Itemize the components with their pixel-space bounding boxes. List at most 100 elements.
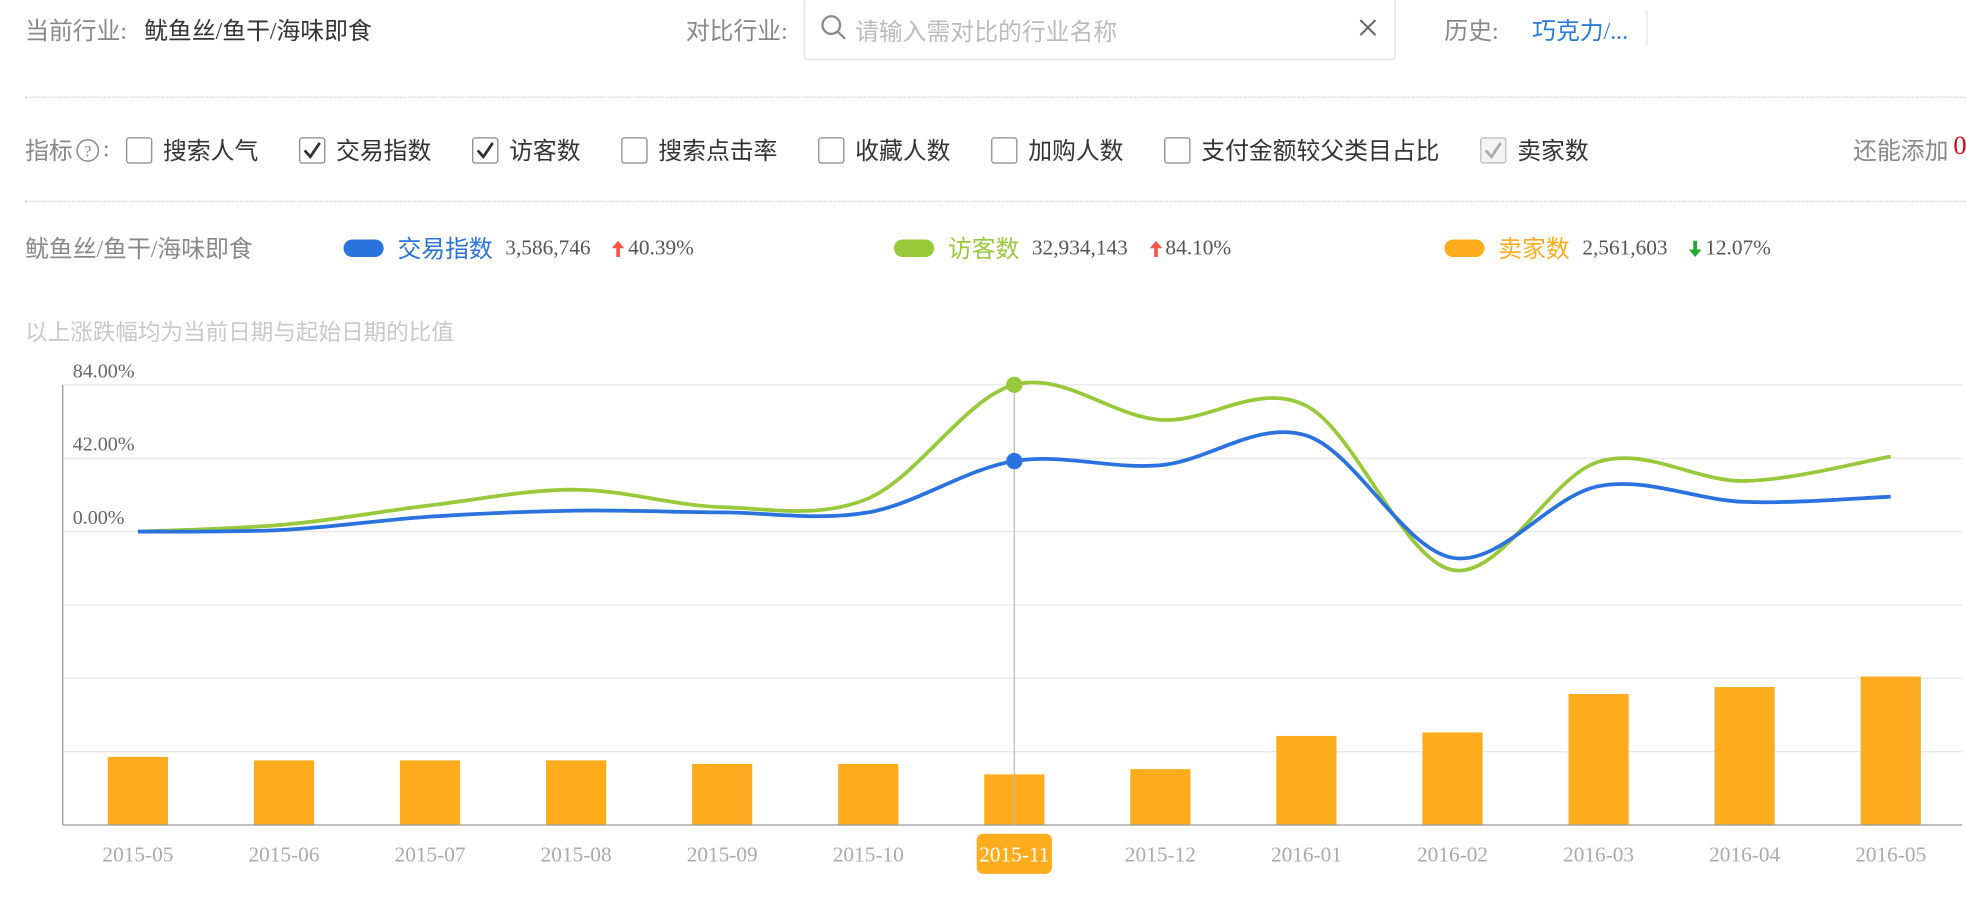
change: 84.10% [1165, 235, 1232, 259]
indicator[interactable]: 支付金额较父类目占比 [1164, 133, 1440, 167]
x-tick-label: 2015-10 [833, 842, 904, 866]
legend-name: 卖家数 [1498, 236, 1570, 264]
indicator[interactable]: 收藏人数 [818, 133, 951, 167]
stat: 32,934,143 [1031, 235, 1128, 259]
note: 以上涨跌幅均为当前日期与起始日期的比值 [25, 319, 454, 345]
x-tick-label: 2016-03 [1563, 842, 1634, 866]
indicator-label: 指标 [25, 139, 73, 166]
arrow-shape [1149, 240, 1162, 257]
trend-arrow [611, 240, 625, 257]
checkbox[interactable] [991, 136, 1019, 164]
point [1006, 452, 1023, 470]
point [1006, 376, 1023, 393]
trend-arrow [1149, 240, 1162, 257]
x-tick-label: 2015-11 [979, 842, 1049, 866]
compare-label: 对比行业: [685, 18, 788, 46]
indicator-label-wrap: 指标 ? : [25, 133, 109, 167]
legend-name: 交易指数 [397, 236, 493, 264]
checkbox-frame [991, 136, 1018, 163]
bar [107, 756, 169, 826]
indicator[interactable]: 搜索人气 [125, 133, 258, 167]
check-mark [303, 141, 321, 159]
industry-label: 当前行业: [25, 18, 127, 46]
check-mark [1484, 141, 1503, 159]
x-tick-label: 2016-02 [1417, 842, 1488, 866]
x-tick-label: 2016-04 [1709, 842, 1780, 866]
indicator-label: 卖家数 [1517, 139, 1589, 166]
indicator-label: 支付金额较父类目占比 [1201, 139, 1440, 166]
stat: 3,586,746 [505, 235, 591, 259]
indicator[interactable]: 交易指数 [298, 133, 431, 167]
search-box[interactable]: 请输入需对比的行业名称 [803, 0, 1396, 61]
y-tick-label: 84.00% [73, 360, 135, 382]
checkbox-frame [1164, 136, 1191, 163]
checkbox[interactable] [621, 136, 649, 164]
checkbox[interactable] [298, 136, 326, 164]
checkbox[interactable] [1480, 136, 1508, 164]
indicator-label: 加购人数 [1028, 139, 1124, 166]
x-tick-label: 2015-12 [1125, 842, 1196, 866]
stat: 2,561,603 [1582, 235, 1668, 259]
checkbox-frame [126, 136, 153, 163]
separator [25, 200, 1966, 202]
indicator-label: 交易指数 [336, 139, 432, 166]
search-icon [821, 15, 846, 40]
y-tick-label: 42.00% [73, 434, 135, 456]
summary-industry: 鱿鱼丝/鱼干/海味即食 [25, 236, 253, 264]
indicator-label: 搜索人气 [162, 139, 259, 166]
divider [1646, 10, 1648, 46]
checkbox-frame [621, 136, 648, 163]
search-placeholder: 请输入需对比的行业名称 [855, 20, 1118, 47]
indicator[interactable]: 访客数 [471, 133, 581, 167]
checkbox[interactable] [818, 136, 846, 164]
summary-item: 交易指数 3,586,746 40.39% [343, 231, 694, 265]
bar [253, 760, 315, 826]
clear-button[interactable] [1358, 18, 1378, 38]
remaining-count: 0 [1953, 130, 1966, 161]
bar [692, 763, 753, 826]
industry-name: 鱿鱼丝/鱼干/海味即食 [144, 18, 372, 46]
x-tick-label: 2015-08 [541, 842, 612, 866]
x-tick-label: 2015-07 [395, 842, 466, 866]
arrow-shape [1688, 240, 1702, 257]
checkbox[interactable] [125, 136, 153, 164]
help-icon[interactable]: ? [75, 137, 100, 162]
x-tick-label: 2015-09 [687, 842, 758, 866]
indicator[interactable]: 卖家数 [1480, 133, 1589, 167]
bar [1130, 769, 1191, 826]
bar [1276, 735, 1337, 826]
x-tick-label: 2015-06 [248, 842, 319, 866]
bar [546, 760, 607, 826]
bar [1422, 732, 1483, 826]
bar [1568, 694, 1629, 826]
legend-swatch [893, 238, 935, 257]
checkbox[interactable] [471, 136, 499, 164]
indicator-label: 收藏人数 [855, 139, 951, 166]
indicator-label: 搜索点击率 [658, 139, 778, 166]
history-link[interactable]: 巧克力/... [1532, 18, 1629, 46]
check-mark [476, 141, 494, 159]
svg-text:?: ? [84, 141, 91, 160]
history-label: 历史: [1444, 18, 1499, 46]
selected-badge [976, 833, 1052, 874]
legend-swatch [343, 238, 384, 257]
bar [838, 763, 899, 826]
checkbox[interactable] [1164, 136, 1192, 164]
indicator[interactable]: 搜索点击率 [621, 133, 778, 167]
bar [399, 760, 461, 826]
indicator[interactable]: 加购人数 [991, 133, 1124, 167]
legend-swatch [1444, 238, 1485, 257]
bar [1860, 676, 1921, 826]
change: 12.07% [1705, 235, 1771, 259]
y-tick-label: 0.00% [73, 507, 125, 529]
legend-name: 访客数 [947, 236, 1020, 264]
checkbox-frame [818, 136, 845, 163]
x-tick-label: 2016-01 [1271, 842, 1342, 866]
arrow-shape [611, 240, 625, 257]
summary-item: 访客数 32,934,143 84.10% [893, 231, 1232, 265]
x-tick-label: 2015-05 [102, 842, 173, 866]
change: 40.39% [628, 235, 694, 259]
